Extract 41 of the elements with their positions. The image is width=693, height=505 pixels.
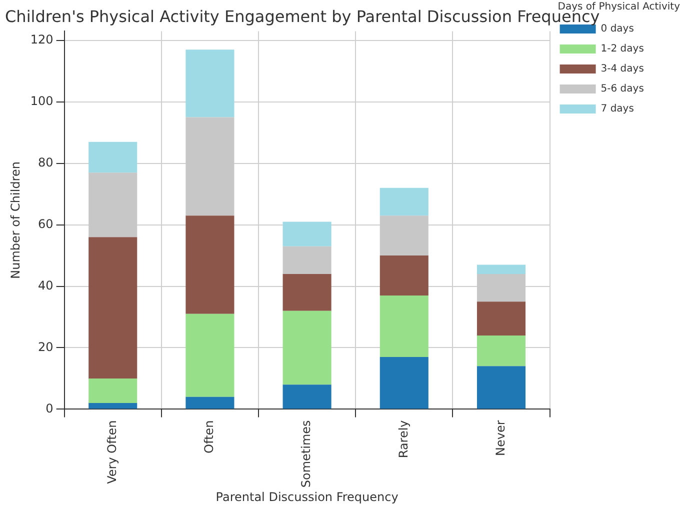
x-tick-label: Rarely — [396, 420, 410, 458]
bar — [282, 274, 332, 311]
bar — [88, 237, 138, 378]
y-tick-label: 40 — [38, 278, 54, 292]
y-tick-label: 60 — [38, 216, 54, 231]
bar — [476, 264, 526, 274]
bar — [282, 384, 332, 409]
bar — [476, 302, 526, 336]
y-tick-label: 120 — [30, 32, 54, 47]
x-tick-label: Sometimes — [299, 420, 314, 488]
bar — [282, 222, 332, 246]
y-tick-label: 0 — [46, 401, 54, 416]
bar — [186, 314, 234, 397]
y-tick-label: 80 — [38, 155, 54, 170]
x-axis-title: Parental Discussion Frequency — [216, 490, 398, 504]
legend-title: Days of Physical Activity — [558, 2, 680, 13]
legend-label: 3-4 days — [600, 64, 644, 75]
bar — [88, 378, 138, 404]
bar — [88, 142, 138, 173]
x-tick-label: Very Often — [104, 420, 119, 484]
bar — [380, 295, 428, 357]
bar — [380, 356, 428, 409]
y-axis-title: Number of Children — [8, 162, 22, 279]
bar — [380, 188, 428, 216]
bar — [380, 256, 428, 296]
legend-label: 0 days — [600, 24, 634, 35]
bar — [282, 246, 332, 274]
y-tick-label: 100 — [30, 94, 54, 108]
x-tick-label: Never — [493, 420, 508, 456]
bar — [186, 216, 234, 314]
legend-label: 5-6 days — [600, 84, 644, 95]
x-tick-label: Often — [202, 420, 216, 454]
y-tick-label: 20 — [38, 340, 54, 354]
bar — [186, 50, 234, 118]
bar — [186, 396, 234, 409]
legend-label: 7 days — [600, 104, 634, 115]
legend-label: 1-2 days — [600, 44, 644, 55]
bar — [476, 335, 526, 366]
bar — [476, 366, 526, 409]
bar — [88, 403, 138, 409]
bar — [282, 310, 332, 385]
